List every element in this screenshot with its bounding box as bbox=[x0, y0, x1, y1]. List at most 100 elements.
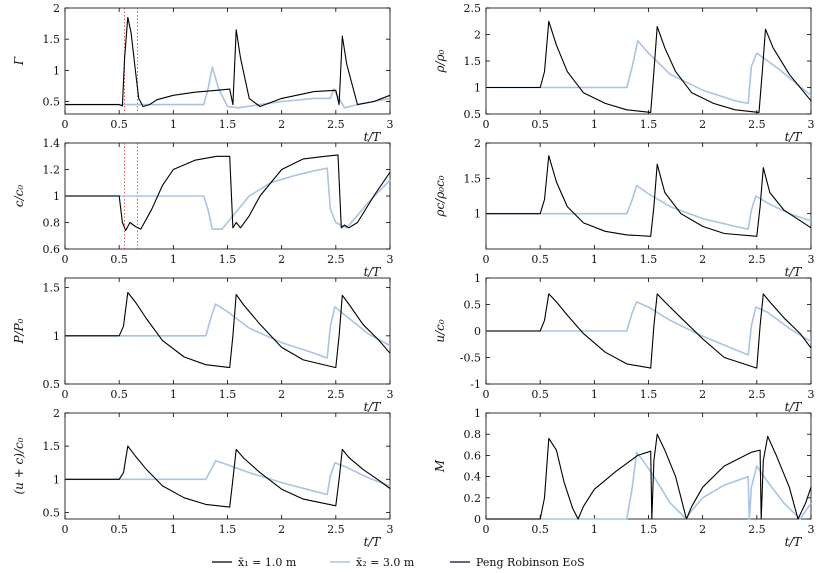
x-tick-label: 1.5 bbox=[219, 118, 237, 131]
y-tick-label: 0 bbox=[474, 325, 481, 338]
x-tick-label: 1.5 bbox=[219, 388, 237, 401]
series-line-1 bbox=[486, 301, 812, 356]
chart-panel-4: 0 0.5 1 1.5 2 2.5 3 1 1.5 2 t/T ρc/ρ₀c₀ bbox=[433, 137, 815, 279]
chart-panel-6: 0 0.5 1 1.5 2 2.5 3 -1 -0.5 0 0.5 1 t/T u/c₀ bbox=[433, 272, 815, 414]
panels: 0 0.5 1 1.5 2 2.5 30.511.52t/TΓ0 0.5 1 1.5 2 2.5 30.… bbox=[12, 2, 815, 549]
x-tick-label: 2.5 bbox=[748, 388, 766, 401]
x-tick-label: 1 bbox=[591, 118, 598, 131]
y-axis-label: ρ/ρ₀ bbox=[433, 49, 447, 73]
y-tick-label: -1 bbox=[470, 378, 481, 391]
y-tick-label: 1.5 bbox=[464, 55, 482, 68]
y-tick-label: 1 bbox=[474, 208, 481, 221]
y-tick-label: 0.8 bbox=[464, 428, 482, 441]
chart-panel-7: 0 0.5 1 1.5 2 2.5 30.511.52t/T(u + c)/c₀ bbox=[12, 407, 394, 549]
y-tick-label: 2 bbox=[53, 2, 60, 15]
x-tick-label: 1 bbox=[170, 388, 177, 401]
y-tick-label: 1.5 bbox=[43, 282, 61, 295]
x-tick-label: 3 bbox=[387, 253, 394, 266]
series-line-2 bbox=[65, 154, 391, 231]
x-tick-label: 3 bbox=[808, 253, 815, 266]
x-tick-label: 1.5 bbox=[640, 388, 658, 401]
y-tick-label: 0.6 bbox=[464, 449, 482, 462]
y-axis-label: ρc/ρ₀c₀ bbox=[433, 175, 447, 217]
series-line-2 bbox=[65, 445, 391, 508]
y-tick-label: 2 bbox=[474, 137, 481, 150]
x-tick-label: 0.5 bbox=[531, 523, 549, 536]
series-line-2 bbox=[65, 291, 391, 369]
x-tick-label: 2.5 bbox=[748, 253, 766, 266]
y-axis-label: u/c₀ bbox=[433, 319, 447, 342]
series-line-2 bbox=[486, 20, 812, 113]
x-axis-label: t/T bbox=[785, 535, 803, 549]
x-tick-label: 2 bbox=[699, 118, 706, 131]
y-tick-label: 1 bbox=[53, 473, 60, 486]
y-tick-label: 1.5 bbox=[43, 440, 61, 453]
x-tick-label: 1 bbox=[591, 388, 598, 401]
x-tick-label: 2 bbox=[278, 388, 285, 401]
x-tick-label: 0.5 bbox=[531, 118, 549, 131]
x-tick-label: 0 bbox=[62, 118, 69, 131]
y-tick-label: 2.5 bbox=[464, 2, 482, 15]
y-axis-label: P/P₀ bbox=[12, 318, 26, 344]
y-tick-label: 1 bbox=[474, 272, 481, 285]
chart-panel-2: 0 0.5 1 1.5 2 2.5 30.511.522.5t/Tρ/ρ₀ bbox=[433, 2, 815, 144]
x-tick-label: 0.5 bbox=[531, 388, 549, 401]
y-axis-label: Γ bbox=[12, 56, 26, 66]
plot-frame bbox=[485, 7, 812, 115]
x-tick-label: 2.5 bbox=[327, 523, 345, 536]
y-tick-label: 1.4 bbox=[43, 137, 61, 150]
x-tick-label: 3 bbox=[808, 118, 815, 131]
x-tick-label: 0 bbox=[62, 388, 69, 401]
plot-frame bbox=[485, 142, 812, 250]
series-line-1 bbox=[65, 66, 391, 109]
y-tick-label: 2 bbox=[53, 407, 60, 420]
y-tick-label: 0.2 bbox=[464, 492, 482, 505]
x-tick-label: 0.5 bbox=[110, 118, 128, 131]
x-tick-label: 1.5 bbox=[219, 253, 237, 266]
y-tick-label: 1 bbox=[53, 64, 60, 77]
y-tick-label: 1 bbox=[474, 82, 481, 95]
x-tick-label: 2 bbox=[278, 523, 285, 536]
y-tick-label: 0.5 bbox=[43, 96, 61, 109]
y-tick-label: 0.5 bbox=[464, 299, 482, 312]
y-tick-label: 1 bbox=[474, 407, 481, 420]
y-tick-label: 0.5 bbox=[464, 108, 482, 121]
y-tick-label: 0.5 bbox=[43, 506, 61, 519]
x-tick-label: 1 bbox=[170, 523, 177, 536]
x-tick-label: 1.5 bbox=[640, 118, 658, 131]
legend-label-3: Peng Robinson EoS bbox=[476, 556, 585, 569]
x-axis-label: t/T bbox=[785, 265, 803, 279]
x-tick-label: 0.5 bbox=[110, 253, 128, 266]
chart-panel-3: 0 0.5 1 1.5 2 2.5 3 0.6 0.8 1 1.2 1.4 t/T c/c₀ bbox=[12, 137, 394, 279]
x-tick-label: 2.5 bbox=[748, 118, 766, 131]
x-tick-label: 0 bbox=[483, 523, 490, 536]
y-tick-label: 0.4 bbox=[464, 471, 482, 484]
x-tick-label: 1 bbox=[591, 523, 598, 536]
x-axis-label: t/T bbox=[785, 400, 803, 414]
legend: x̄₁ = 1.0 m x̄₂ = 3.0 m Peng Robinson Eo… bbox=[212, 556, 585, 569]
chart-panel-1: 0 0.5 1 1.5 2 2.5 30.511.52t/TΓ bbox=[12, 2, 394, 144]
x-tick-label: 2.5 bbox=[327, 253, 345, 266]
x-tick-label: 2 bbox=[699, 523, 706, 536]
y-axis-label: M bbox=[433, 459, 447, 473]
series-line-2 bbox=[486, 293, 812, 369]
y-axis-label: c/c₀ bbox=[12, 185, 26, 207]
x-tick-label: 3 bbox=[387, 523, 394, 536]
x-tick-label: 0.5 bbox=[110, 388, 128, 401]
series-line-1 bbox=[486, 184, 812, 230]
x-tick-label: 0.5 bbox=[531, 253, 549, 266]
y-tick-label: 2 bbox=[474, 29, 481, 42]
series-line-2 bbox=[486, 433, 812, 520]
x-tick-label: 2 bbox=[278, 118, 285, 131]
x-tick-label: 0 bbox=[483, 253, 490, 266]
x-axis-label: t/T bbox=[785, 130, 803, 144]
x-tick-label: 2 bbox=[278, 253, 285, 266]
series-line-1 bbox=[65, 167, 391, 230]
x-tick-label: 3 bbox=[808, 523, 815, 536]
y-axis-label: (u + c)/c₀ bbox=[12, 437, 26, 494]
series-line-2 bbox=[486, 155, 812, 237]
y-tick-label: 0.8 bbox=[43, 217, 61, 230]
y-tick-label: 0.6 bbox=[43, 243, 61, 256]
y-tick-label: 0.5 bbox=[43, 378, 61, 391]
x-tick-label: 0 bbox=[483, 118, 490, 131]
